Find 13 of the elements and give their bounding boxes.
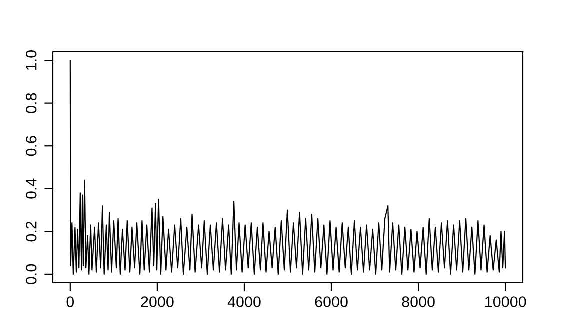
y-tick-label: 0.0 (26, 264, 37, 284)
y-tick-label: 0.8 (26, 93, 37, 114)
x-tick-label: 2000 (141, 296, 174, 308)
x-tick-label: 10000 (486, 296, 526, 308)
x-tick-label: 0 (66, 296, 74, 308)
x-tick-label: 6000 (315, 296, 348, 308)
y-tick-label: 0.2 (26, 222, 37, 242)
x-tick-label: 4000 (228, 296, 261, 308)
y-tick-label: 1.0 (26, 50, 37, 70)
y-tick-label: 0.4 (26, 178, 37, 199)
x-tick-label: 8000 (402, 296, 435, 308)
y-tick-label: 0.6 (26, 136, 37, 156)
line-series (70, 60, 506, 275)
